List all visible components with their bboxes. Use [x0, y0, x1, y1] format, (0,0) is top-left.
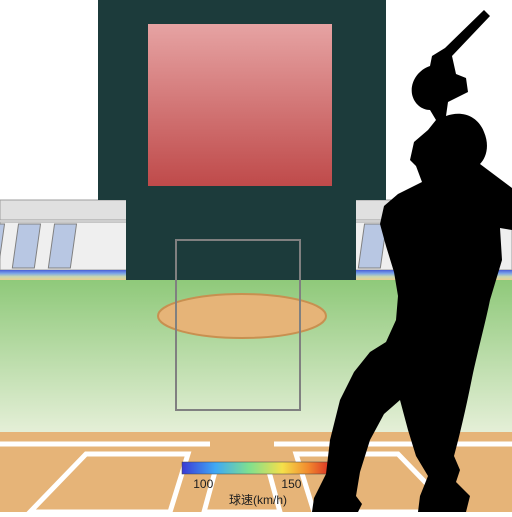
scoreboard-screen — [148, 24, 332, 186]
pitch-diagram: 100 150 球速(km/h) — [0, 0, 512, 512]
speed-legend-bar — [182, 462, 334, 474]
speed-legend-tick: 150 — [281, 477, 301, 491]
speed-legend-tick: 100 — [193, 477, 213, 491]
speed-legend-label: 球速(km/h) — [229, 493, 287, 507]
